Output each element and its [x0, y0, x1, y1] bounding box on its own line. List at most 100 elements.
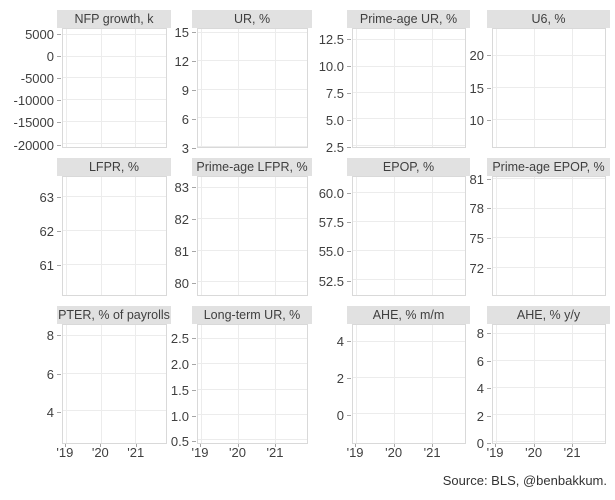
y-tick-mark: [347, 221, 351, 223]
h-gridline: [493, 440, 605, 442]
y-tick-mark: [347, 39, 351, 41]
y-tick-label: 15: [469, 80, 484, 96]
y-tick-mark: [487, 208, 491, 210]
y-tick-label: 52.5: [318, 273, 344, 289]
y-tick-mark: [347, 341, 351, 343]
h-gridline: [493, 207, 605, 209]
x-tick-mark: [533, 444, 535, 447]
y-tick-label: 81: [469, 171, 484, 187]
y-tick-label: 61: [39, 258, 54, 274]
v-gridline: [356, 177, 358, 295]
x-tick-mark: [135, 444, 137, 447]
v-gridline: [496, 325, 498, 443]
x-tick-label: '20: [91, 445, 109, 460]
y-tick-label: 2.5: [325, 139, 344, 155]
y-tick-mark: [487, 55, 491, 57]
y-tick-mark: [487, 360, 491, 362]
y-tick-mark: [57, 144, 61, 146]
h-gridline: [198, 31, 307, 33]
y-tick-mark: [487, 333, 491, 335]
panel-title: NFP growth, k: [57, 10, 171, 28]
y-tick-label: 1.5: [170, 382, 189, 398]
h-gridline: [63, 99, 166, 101]
h-gridline: [63, 77, 166, 79]
y-tick-mark: [192, 441, 196, 443]
y-tick-mark: [192, 187, 196, 189]
y-tick-mark: [192, 89, 196, 91]
plot-area: [492, 176, 606, 296]
plot-area: [492, 28, 606, 148]
h-gridline: [63, 55, 166, 57]
panel-title: EPOP, %: [347, 158, 470, 176]
y-tick-label: 4: [336, 334, 344, 350]
v-gridline: [431, 177, 433, 295]
y-tick-label: 5.0: [325, 113, 344, 128]
plot-area: [492, 324, 606, 444]
y-tick-mark: [192, 31, 196, 33]
h-gridline: [493, 386, 605, 388]
panel-u6: U6, % 20 15 10: [466, 10, 610, 148]
x-axis: '19 '20 '21: [56, 444, 167, 460]
facet-grid: NFP growth, k 5000 0 -5000 -10000 -15000 -200…: [0, 10, 610, 460]
y-tick-label: 4: [476, 381, 484, 396]
h-gridline: [198, 146, 307, 147]
y-tick-mark: [487, 415, 491, 417]
x-axis: [492, 148, 606, 164]
panel-title: Long-term UR, %: [192, 306, 312, 324]
x-tick-label: '21: [266, 445, 284, 460]
plot-area: [197, 176, 308, 296]
y-tick-mark: [487, 388, 491, 389]
v-gridline: [65, 177, 67, 295]
v-gridline: [200, 29, 202, 147]
y-tick-label: 12: [174, 53, 189, 69]
panel-title: AHE, % y/y: [487, 306, 610, 324]
y-tick-label: 0: [336, 407, 344, 423]
v-gridline: [135, 177, 137, 295]
v-gridline: [65, 325, 67, 443]
v-gridline: [200, 325, 202, 443]
panel-title: UR, %: [192, 10, 312, 28]
x-axis: [197, 148, 308, 164]
h-gridline: [353, 92, 465, 94]
source-credit: Source: BLS, @benbakkum.: [442, 473, 607, 488]
x-tick-label: '19: [486, 445, 504, 460]
y-tick-mark: [192, 60, 196, 62]
panel-epop: EPOP, % 60.0 57.5 55.0 52.5: [308, 158, 470, 296]
y-tick-label: 10.0: [318, 59, 344, 75]
y-tick-mark: [192, 389, 196, 391]
y-tick-mark: [347, 146, 351, 148]
h-gridline: [198, 439, 307, 441]
plot-area: [352, 176, 466, 296]
x-axis: [197, 296, 308, 312]
y-tick-mark: [57, 335, 61, 337]
y-tick-label: -10000: [13, 93, 54, 109]
y-tick-label: 15: [174, 24, 189, 40]
h-gridline: [353, 278, 465, 280]
y-axis: 8 6 4: [0, 324, 62, 444]
v-gridline: [237, 177, 239, 295]
y-tick-label: 0.5: [170, 434, 189, 450]
x-tick-label: '20: [229, 445, 246, 460]
h-gridline: [493, 118, 605, 120]
h-gridline: [198, 249, 307, 251]
x-tick-label: '21: [563, 445, 581, 460]
y-tick-label: 6: [181, 112, 189, 127]
v-gridline: [237, 29, 239, 147]
v-gridline: [571, 177, 573, 295]
y-tick-label: 72: [469, 261, 484, 277]
h-gridline: [493, 178, 605, 180]
y-tick-mark: [192, 119, 196, 120]
h-gridline: [63, 34, 166, 36]
x-axis: '19 '20 '21: [347, 444, 466, 460]
y-tick-label: 80: [174, 276, 189, 292]
v-gridline: [356, 325, 358, 443]
y-axis: 5000 0 -5000 -10000 -15000 -20000: [0, 27, 62, 153]
y-tick-label: 62: [39, 223, 54, 239]
v-gridline: [65, 29, 67, 147]
x-axis: '19 '20 '21: [192, 444, 308, 460]
panel-nfp-growth: NFP growth, k 5000 0 -5000 -10000 -15000 -200…: [0, 10, 171, 153]
x-tick-mark: [237, 444, 239, 447]
x-axis: [62, 148, 167, 164]
y-tick-mark: [347, 414, 351, 416]
h-gridline: [493, 266, 605, 268]
